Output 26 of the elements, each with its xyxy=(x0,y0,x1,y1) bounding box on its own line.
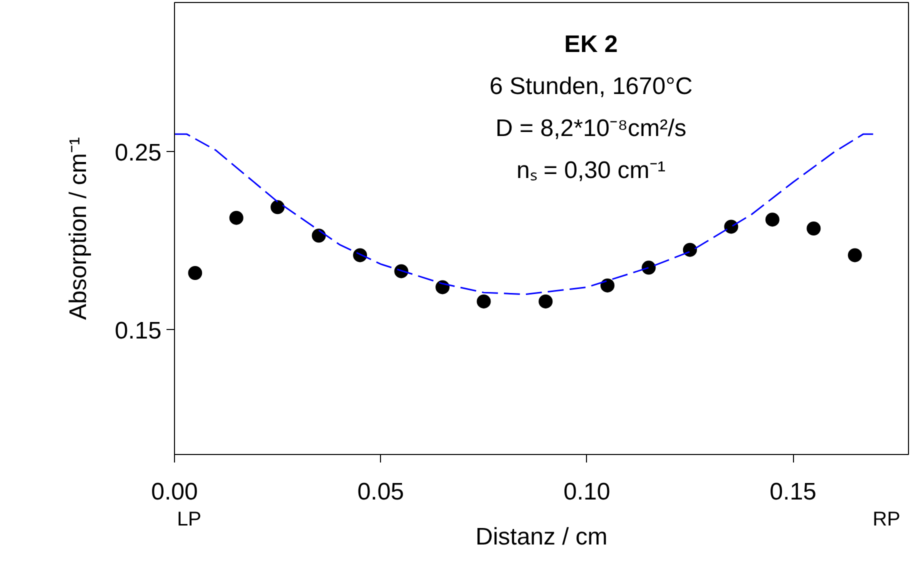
x-tick-label: 0.15 xyxy=(770,478,816,506)
point xyxy=(848,248,862,262)
point xyxy=(806,222,821,236)
point xyxy=(312,228,326,243)
y-axis-title: Absorption / cm⁻¹ xyxy=(64,137,92,320)
annotation: nₛ = 0,30 cm⁻¹ xyxy=(516,157,666,184)
point xyxy=(642,260,656,275)
point xyxy=(188,266,202,280)
point xyxy=(229,210,244,225)
x-tick-label: 0.05 xyxy=(357,478,404,506)
annotation: 6 Stunden, 1670°C xyxy=(489,73,693,100)
annotation: D = 8,2*10⁻⁸cm²/s xyxy=(496,115,686,142)
point xyxy=(600,278,614,292)
point xyxy=(765,212,780,227)
x-axis-title: Distanz / cm xyxy=(475,524,608,550)
annotation: EK 2 xyxy=(564,31,618,58)
y-tick-label: 0.25 xyxy=(114,139,162,166)
x-tick-label: 0.00 xyxy=(151,478,198,506)
point xyxy=(270,200,285,214)
text: LP xyxy=(176,508,202,530)
point xyxy=(538,294,553,308)
point xyxy=(476,294,491,308)
x-tick-label: 0.10 xyxy=(564,478,610,506)
point xyxy=(724,220,738,234)
point xyxy=(682,242,697,257)
text: RP xyxy=(872,508,900,530)
